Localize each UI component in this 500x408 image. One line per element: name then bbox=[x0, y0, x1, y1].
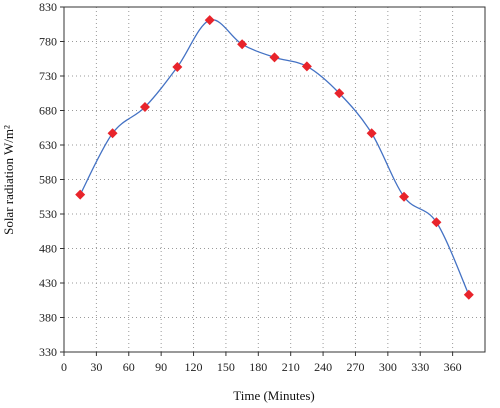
y-tick-label: 730 bbox=[39, 69, 57, 83]
x-tick-label: 300 bbox=[379, 360, 397, 374]
x-tick-label: 270 bbox=[346, 360, 364, 374]
x-tick-label: 150 bbox=[217, 360, 235, 374]
x-axis: 0 30 60 90 120 150 180 210 240 270 300 330 360 bbox=[61, 352, 462, 374]
y-axis-title: Solar radiation W/m² bbox=[1, 125, 16, 235]
data-point-marker bbox=[237, 39, 248, 50]
y-tick-label: 680 bbox=[39, 104, 57, 118]
y-tick-label: 330 bbox=[39, 345, 57, 359]
data-point-marker bbox=[107, 128, 118, 139]
data-point-marker bbox=[139, 102, 150, 113]
data-point-marker bbox=[301, 61, 312, 72]
data-point-marker bbox=[366, 128, 377, 139]
y-tick-label: 630 bbox=[39, 138, 57, 152]
x-tick-label: 90 bbox=[155, 360, 167, 374]
x-axis-title: Time (Minutes) bbox=[233, 388, 315, 403]
grid bbox=[64, 7, 485, 352]
x-tick-label: 30 bbox=[90, 360, 102, 374]
data-point-marker bbox=[431, 217, 442, 228]
x-tick-label: 360 bbox=[444, 360, 462, 374]
x-tick-label: 0 bbox=[61, 360, 67, 374]
data-point-marker bbox=[269, 52, 280, 63]
series-group bbox=[75, 15, 474, 300]
y-tick-label: 430 bbox=[39, 276, 57, 290]
y-tick-label: 480 bbox=[39, 242, 57, 256]
data-point-marker bbox=[463, 289, 474, 300]
y-axis: 330 380 430 480 530 580 630 680 730 780 830 bbox=[39, 0, 64, 359]
data-point-marker bbox=[75, 189, 86, 200]
y-tick-label: 830 bbox=[39, 0, 57, 14]
y-tick-label: 530 bbox=[39, 207, 57, 221]
x-tick-label: 330 bbox=[411, 360, 429, 374]
y-tick-label: 780 bbox=[39, 35, 57, 49]
y-tick-label: 380 bbox=[39, 311, 57, 325]
y-tick-label: 580 bbox=[39, 173, 57, 187]
data-point-marker bbox=[334, 88, 345, 99]
data-point-marker bbox=[172, 62, 183, 73]
data-point-marker bbox=[399, 191, 410, 202]
x-tick-label: 240 bbox=[314, 360, 332, 374]
x-tick-label: 210 bbox=[282, 360, 300, 374]
data-point-marker bbox=[204, 15, 215, 26]
x-tick-label: 120 bbox=[185, 360, 203, 374]
x-tick-label: 180 bbox=[249, 360, 267, 374]
x-tick-label: 60 bbox=[123, 360, 135, 374]
